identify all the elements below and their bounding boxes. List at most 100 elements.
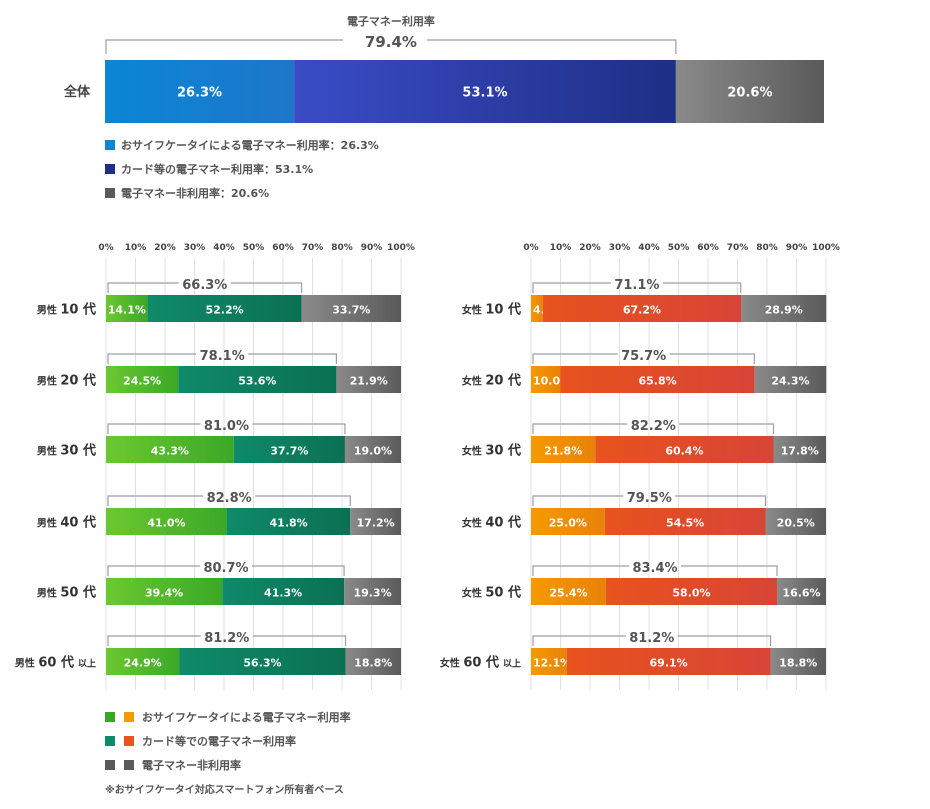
- male-bar-non: [345, 648, 401, 675]
- male-row: 男性 10 代 14.1% 52.2% 33.7% 66.3%: [37, 278, 401, 322]
- female-row: 女性 10 代4.0%67.2%28.9%71.1%: [462, 278, 827, 322]
- female-tick-label: 70%: [727, 243, 749, 253]
- female-bar-label-non: 18.8%: [779, 657, 817, 670]
- male-bar-male_card: [222, 578, 345, 605]
- male-bar-non: [301, 295, 401, 322]
- female-usage-bracket: [532, 423, 775, 434]
- female-usage-total: 82.2%: [631, 419, 676, 434]
- male-bar-label-male_osaifu: 14.1%: [108, 304, 146, 317]
- bottom-legend-swatch-female: [124, 712, 134, 722]
- male-tick-label: 100%: [387, 243, 415, 253]
- male-tick-label: 60%: [272, 243, 294, 253]
- overall-category-label: 全体: [63, 84, 91, 100]
- female-bar-non: [765, 508, 826, 535]
- legend-swatch-non: [105, 188, 115, 198]
- male-bar-male_osaifu: [106, 295, 148, 322]
- male-chart: 0% 10% 20% 30% 40% 50% 60% 70% 80% 90% 100% 男性 10 代…: [15, 243, 415, 690]
- bottom-legend-swatch-male: [105, 760, 115, 770]
- female-usage-total: 83.4%: [632, 561, 677, 576]
- female-usage-total: 71.1%: [614, 278, 659, 293]
- male-usage-bracket: [107, 635, 347, 646]
- legend-text-card: カード等の電子マネー利用率：53.1%: [121, 162, 313, 176]
- female-bar-non: [770, 648, 826, 675]
- male-tick-label: 50%: [243, 243, 265, 253]
- bottom-legend-swatch-male: [105, 736, 115, 746]
- female-bar-label-female_osaifu: 21.8%: [544, 445, 582, 458]
- male-usage-total: 82.8%: [207, 491, 252, 506]
- bottom-legend-swatch-female: [124, 760, 134, 770]
- male-row-label: 男性 30 代: [37, 443, 96, 459]
- male-bar-label-male_osaifu: 24.5%: [123, 375, 161, 388]
- female-usage-bracket: [532, 635, 772, 646]
- female-bar-label-female_card: 60.4%: [665, 445, 703, 458]
- female-bar-female_card: [605, 578, 778, 605]
- female-tick-label: 100%: [812, 243, 840, 253]
- bottom-legend-swatch-female: [124, 736, 134, 746]
- male-usage-bracket: [107, 282, 303, 293]
- female-row-label: 女性 40 代: [462, 515, 521, 531]
- male-row-label: 男性 50 代: [37, 585, 96, 601]
- female-bar-non: [754, 366, 827, 393]
- male-tick-label: 80%: [331, 243, 353, 253]
- overall-bar-label-card: 53.1%: [462, 86, 507, 101]
- bottom-legend-text: 電子マネー非利用率: [142, 758, 241, 772]
- bottom-legend-text: カード等での電子マネー利用率: [142, 734, 296, 748]
- female-bar-female_card: [604, 508, 766, 535]
- male-usage-bracket: [107, 423, 346, 434]
- female-usage-total: 79.5%: [627, 491, 672, 506]
- male-tick-label: 70%: [302, 243, 324, 253]
- male-bar-label-male_osaifu: 41.0%: [147, 517, 185, 530]
- female-bar-label-female_card: 58.0%: [672, 587, 710, 600]
- female-tick-label: 50%: [668, 243, 690, 253]
- female-bar-label-non: 16.6%: [782, 587, 820, 600]
- male-bar-male_osaifu: [106, 508, 227, 535]
- male-bar-label-male_osaifu: 39.4%: [145, 587, 183, 600]
- overall-bar-label-osaifu: 26.3%: [177, 86, 222, 101]
- male-row: 男性 60 代以上 24.9% 56.3% 18.8% 81.2%: [15, 631, 401, 675]
- female-usage-bracket: [532, 495, 767, 506]
- male-tick-label: 40%: [213, 243, 235, 253]
- female-tick-label: 20%: [579, 243, 601, 253]
- overall-total-label: 79.4%: [365, 33, 417, 51]
- male-bar-non: [336, 366, 401, 393]
- overall-usage-bracket: [105, 39, 677, 54]
- female-row-label: 女性 10 代: [462, 302, 521, 318]
- bottom-legend-text: おサイフケータイによる電子マネー利用率: [142, 710, 351, 724]
- male-bar-non: [344, 436, 401, 463]
- male-bar-label-non: 18.8%: [354, 657, 392, 670]
- male-row-label: 男性 40 代: [37, 515, 96, 531]
- male-row-label: 男性 60 代以上: [15, 655, 96, 671]
- male-row: 男性 50 代 39.4% 41.3% 19.3% 80.7%: [37, 561, 401, 605]
- female-usage-total: 75.7%: [621, 349, 666, 364]
- female-bar-label-female_card: 54.5%: [666, 517, 704, 530]
- female-tick-label: 0%: [523, 243, 538, 253]
- male-bar-non: [350, 508, 401, 535]
- male-usage-total: 80.7%: [203, 561, 248, 576]
- male-tick-label: 0%: [98, 243, 113, 253]
- male-bar-label-non: 21.9%: [350, 375, 388, 388]
- legend-swatch-osaifu: [105, 140, 115, 150]
- female-bar-label-non: 17.8%: [781, 445, 819, 458]
- male-usage-bracket: [107, 565, 345, 576]
- female-usage-bracket: [532, 282, 742, 293]
- male-usage-total: 81.0%: [204, 419, 249, 434]
- male-bar-label-non: 33.7%: [332, 304, 370, 317]
- male-row-label: 男性 20 代: [37, 373, 96, 389]
- female-bar-label-female_card: 69.1%: [650, 657, 688, 670]
- female-row-label: 女性 60 代以上: [440, 655, 521, 671]
- male-bar-male_card: [179, 648, 346, 675]
- male-usage-total: 66.3%: [182, 278, 227, 293]
- male-bar-label-male_card: 53.6%: [238, 375, 276, 388]
- overall-title: 電子マネー利用率: [347, 14, 435, 28]
- male-usage-bracket: [107, 353, 337, 364]
- female-tick-label: 40%: [638, 243, 660, 253]
- legend-swatch-card: [105, 164, 115, 174]
- female-bar-non: [777, 578, 826, 605]
- female-bar-label-non: 28.9%: [765, 304, 803, 317]
- female-bar-label-non: 24.3%: [771, 375, 809, 388]
- overall-section: 全体 26.3% 53.1% 20.6% 電子マネー利用率 79.4% おサイフケータイによ…: [63, 14, 824, 200]
- male-bar-male_card: [178, 366, 337, 393]
- female-bar-non: [741, 295, 827, 322]
- male-bar-male_card: [147, 295, 302, 322]
